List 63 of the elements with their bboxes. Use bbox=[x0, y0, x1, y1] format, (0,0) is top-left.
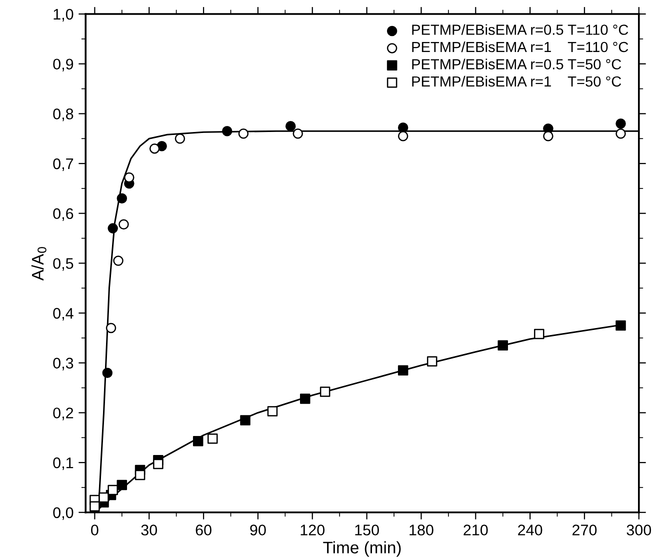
legend-label: PETMP/EBisEMA r=1 T=110 °C bbox=[412, 41, 628, 52]
legend-label: PETMP/EBisEMA r=1 T=50 °C bbox=[412, 76, 622, 87]
x-tick-label: 150 bbox=[355, 524, 379, 536]
legend-label: PETMP/EBisEMA r=0.5 T=50 °C bbox=[412, 58, 622, 70]
x-axis-title: Time (min) bbox=[323, 541, 401, 557]
point bbox=[320, 386, 330, 397]
point bbox=[222, 126, 232, 136]
x-tick-label: 240 bbox=[518, 524, 542, 536]
point bbox=[102, 368, 113, 378]
x-tick-label: 180 bbox=[410, 524, 434, 536]
point bbox=[149, 143, 160, 154]
x-tick-label: 90 bbox=[250, 524, 266, 536]
point bbox=[192, 436, 204, 446]
point bbox=[616, 320, 626, 331]
point bbox=[116, 193, 128, 204]
point bbox=[106, 322, 116, 334]
y-tick-label: 0,6 bbox=[53, 208, 74, 221]
legend-label: PETMP/EBisEMA r=0.5 T=110 °C bbox=[412, 24, 628, 35]
point bbox=[108, 484, 118, 496]
point bbox=[124, 172, 134, 183]
point bbox=[90, 501, 100, 512]
y-tick-label: 0,0 bbox=[53, 507, 74, 520]
y-tick-label: 0,4 bbox=[53, 308, 74, 321]
y-tick-label: 0,9 bbox=[53, 58, 74, 72]
point bbox=[398, 365, 408, 376]
point bbox=[116, 480, 128, 490]
point bbox=[118, 219, 129, 230]
x-tick-label: 60 bbox=[196, 524, 212, 536]
y-tick-label: 0,1 bbox=[53, 457, 74, 470]
point bbox=[616, 118, 626, 129]
y-tick-label: 0,2 bbox=[53, 408, 74, 420]
point bbox=[616, 128, 626, 139]
point bbox=[426, 356, 438, 367]
x-tick-label: 120 bbox=[300, 524, 325, 536]
y-tick-label: 0,3 bbox=[53, 358, 74, 370]
point bbox=[108, 223, 118, 234]
point bbox=[134, 470, 146, 480]
x-tick-label: 30 bbox=[141, 524, 158, 536]
point bbox=[153, 458, 164, 470]
point bbox=[398, 130, 408, 142]
point bbox=[292, 128, 303, 139]
y-tick-label: 0,8 bbox=[53, 108, 74, 122]
point bbox=[174, 133, 186, 144]
point bbox=[543, 130, 554, 142]
point bbox=[267, 406, 278, 416]
x-tick-label: 0 bbox=[91, 524, 98, 536]
x-tick-label: 300 bbox=[626, 524, 652, 536]
point bbox=[98, 492, 109, 503]
y-axis-title: A/A$_{0}$ bbox=[31, 247, 46, 281]
y-tick-label: 0,5 bbox=[53, 258, 74, 271]
point bbox=[207, 434, 218, 444]
point bbox=[238, 128, 249, 139]
point bbox=[498, 340, 508, 351]
y-tick-label: 0,7 bbox=[53, 158, 74, 172]
x-tick-label: 210 bbox=[464, 524, 488, 536]
point bbox=[285, 121, 296, 132]
y-tick-label: 1,0 bbox=[54, 8, 74, 22]
point bbox=[300, 394, 310, 404]
point bbox=[240, 415, 250, 426]
point bbox=[113, 256, 124, 266]
point bbox=[534, 328, 544, 340]
point bbox=[398, 122, 408, 133]
x-tick-label: 270 bbox=[572, 524, 597, 536]
